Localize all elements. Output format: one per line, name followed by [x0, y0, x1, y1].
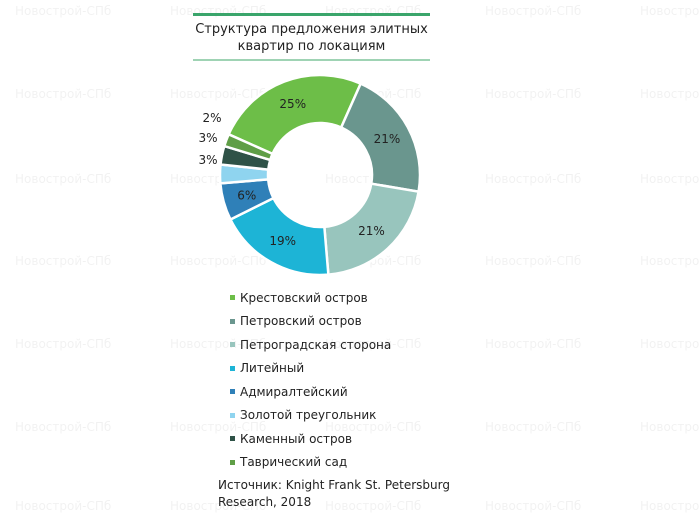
- data-label: 2%: [202, 111, 221, 125]
- watermark: Новострой-СПб: [485, 87, 582, 101]
- watermark: Новострой-СПб: [15, 254, 112, 268]
- legend-swatch: [230, 342, 235, 348]
- legend-item: Золотой треугольник: [230, 404, 391, 428]
- legend-label: Петровский остров: [240, 314, 362, 329]
- legend-swatch: [230, 412, 235, 418]
- legend-item: Таврический сад: [230, 451, 391, 475]
- watermark: Новострой-СПб: [485, 337, 582, 351]
- watermark: Новострой-СПб: [15, 420, 112, 434]
- watermark: Новострой-СПб: [15, 87, 112, 101]
- title-top-rule: [193, 13, 430, 16]
- watermark: Новострой-СПб: [485, 4, 582, 18]
- watermark: Новострой-СПб: [15, 4, 112, 18]
- legend: Крестовский остров Петровский остров Петро…: [230, 286, 391, 474]
- legend-item: Каменный остров: [230, 427, 391, 451]
- legend-item: Петровский остров: [230, 310, 391, 334]
- legend-swatch: [230, 365, 235, 371]
- title-bottom-rule: [193, 59, 430, 61]
- data-label: 6%: [237, 188, 256, 202]
- watermark: Новострой-СПб: [170, 254, 267, 268]
- data-label: 3%: [198, 153, 217, 167]
- legend-swatch: [230, 389, 235, 395]
- watermark: Новострой-СПб: [15, 499, 112, 513]
- legend-label: Крестовский остров: [240, 290, 368, 305]
- source-note: Источник: Knight Frank St. Petersburg Re…: [218, 477, 458, 511]
- source-line-1: Источник: Knight Frank St. Petersburg: [218, 478, 450, 492]
- watermark: Новострой-СПб: [640, 420, 700, 434]
- legend-swatch: [230, 459, 235, 465]
- legend-swatch: [230, 295, 235, 301]
- watermark: Новострой-СПб: [640, 337, 700, 351]
- data-label: 21%: [374, 132, 401, 146]
- legend-item: Петроградская сторона: [230, 333, 391, 357]
- watermark: Новострой-СПб: [170, 87, 267, 101]
- legend-label: Адмиралтейский: [240, 384, 348, 399]
- watermark: Новострой-СПб: [15, 337, 112, 351]
- legend-label: Таврический сад: [240, 455, 348, 470]
- legend-item: Литейный: [230, 357, 391, 381]
- watermark: Новострой-СПб: [640, 172, 700, 186]
- watermark: Новострой-СПб: [170, 337, 267, 351]
- legend-label: Петроградская сторона: [240, 337, 392, 352]
- legend-label: Золотой треугольник: [240, 408, 377, 423]
- watermark: Новострой-СПб: [325, 499, 422, 513]
- watermark: Новострой-СПб: [325, 420, 422, 434]
- title-line-1: Структура предложения элитных: [195, 22, 428, 37]
- chart-title: Структура предложения элитных квартир по…: [193, 21, 430, 55]
- donut-slice: [226, 73, 363, 156]
- watermark: Новострой-СПб: [170, 420, 267, 434]
- watermark: Новострой-СПб: [15, 172, 112, 186]
- watermark: Новострой-СПб: [170, 499, 267, 513]
- legend-swatch: [230, 436, 235, 442]
- legend-item: Адмиралтейский: [230, 380, 391, 404]
- watermark: Новострой-СПб: [325, 337, 422, 351]
- data-label: 3%: [198, 131, 217, 145]
- legend-swatch: [230, 318, 235, 324]
- data-label: 21%: [358, 224, 385, 238]
- watermark: Новострой-СПб: [485, 254, 582, 268]
- watermark: Новострой-СПб: [640, 87, 700, 101]
- data-label: 25%: [279, 97, 306, 111]
- title-line-2: квартир по локациям: [237, 39, 386, 54]
- watermark: Новострой-СПб: [485, 420, 582, 434]
- watermark: Новострой-СПб: [640, 4, 700, 18]
- legend-item: Крестовский остров: [230, 286, 391, 310]
- source-line-2: Research, 2018: [218, 495, 312, 509]
- legend-label: Литейный: [240, 361, 305, 376]
- legend-label: Каменный остров: [240, 431, 353, 446]
- data-label: 19%: [269, 234, 296, 248]
- watermark: Новострой-СПб: [485, 499, 582, 513]
- watermark: Новострой-СПб: [485, 172, 582, 186]
- watermark: Новострой-СПб: [640, 499, 700, 513]
- donut-slice: [222, 132, 275, 162]
- watermark: Новострой-СПб: [640, 254, 700, 268]
